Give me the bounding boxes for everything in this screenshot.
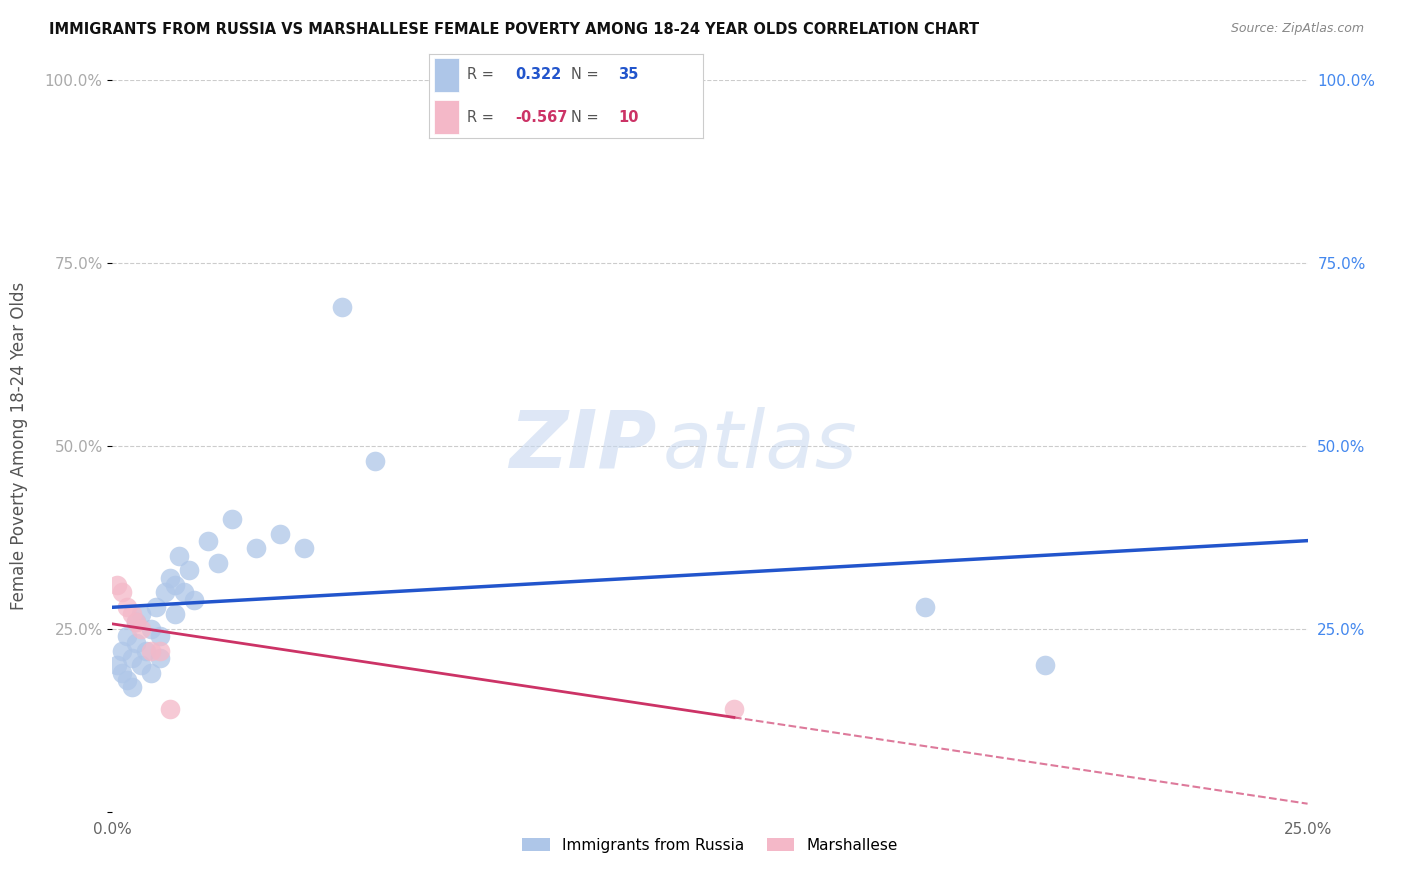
Point	[292, 541, 315, 556]
Point	[330, 300, 353, 314]
Point	[269, 526, 291, 541]
Point	[1033, 658, 1056, 673]
Point	[135, 644, 157, 658]
Point	[111, 665, 134, 680]
Point	[153, 585, 176, 599]
Point	[125, 615, 148, 629]
Text: R =: R =	[467, 110, 499, 125]
Text: IMMIGRANTS FROM RUSSIA VS MARSHALLESE FEMALE POVERTY AMONG 18-24 YEAR OLDS CORRE: IMMIGRANTS FROM RUSSIA VS MARSHALLESE FE…	[49, 22, 980, 37]
Point	[111, 644, 134, 658]
Point	[163, 607, 186, 622]
Point	[129, 622, 152, 636]
Point	[145, 599, 167, 614]
Text: atlas: atlas	[662, 407, 858, 485]
Point	[105, 578, 128, 592]
Point	[115, 599, 138, 614]
Point	[149, 629, 172, 643]
FancyBboxPatch shape	[434, 100, 458, 134]
Point	[125, 636, 148, 650]
Point	[125, 615, 148, 629]
Point	[121, 607, 143, 622]
Point	[207, 556, 229, 570]
Point	[173, 585, 195, 599]
Text: ZIP: ZIP	[509, 407, 657, 485]
Point	[914, 599, 936, 614]
FancyBboxPatch shape	[434, 58, 458, 92]
Text: N =: N =	[571, 110, 603, 125]
Point	[723, 702, 745, 716]
Point	[221, 512, 243, 526]
Point	[115, 673, 138, 687]
Point	[149, 644, 172, 658]
Point	[115, 629, 138, 643]
Legend: Immigrants from Russia, Marshallese: Immigrants from Russia, Marshallese	[516, 831, 904, 859]
Point	[177, 563, 200, 577]
Text: -0.567: -0.567	[515, 110, 568, 125]
Point	[111, 585, 134, 599]
Point	[139, 665, 162, 680]
Point	[105, 658, 128, 673]
Point	[245, 541, 267, 556]
Point	[159, 702, 181, 716]
Text: N =: N =	[571, 67, 603, 82]
Point	[121, 681, 143, 695]
Text: 0.322: 0.322	[515, 67, 561, 82]
Point	[139, 622, 162, 636]
Text: R =: R =	[467, 67, 499, 82]
Text: Source: ZipAtlas.com: Source: ZipAtlas.com	[1230, 22, 1364, 36]
Text: 10: 10	[619, 110, 638, 125]
Point	[197, 534, 219, 549]
Point	[139, 644, 162, 658]
Point	[121, 651, 143, 665]
Y-axis label: Female Poverty Among 18-24 Year Olds: Female Poverty Among 18-24 Year Olds	[10, 282, 28, 610]
Point	[129, 607, 152, 622]
Point	[163, 578, 186, 592]
Point	[169, 549, 191, 563]
Point	[183, 592, 205, 607]
Point	[149, 651, 172, 665]
Point	[129, 658, 152, 673]
Point	[364, 453, 387, 467]
Text: 35: 35	[619, 67, 638, 82]
Point	[159, 571, 181, 585]
